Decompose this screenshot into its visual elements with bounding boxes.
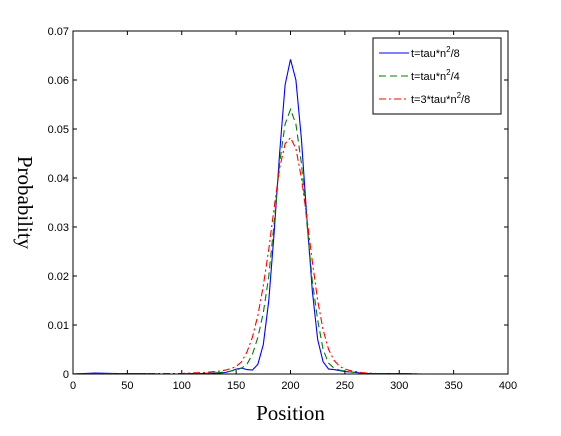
- x-tick-label: 50: [121, 380, 133, 392]
- x-tick-label: 0: [70, 380, 76, 392]
- y-tick-label: 0.05: [48, 124, 69, 136]
- y-tick-label: 0.02: [48, 271, 69, 283]
- y-tick-label: 0: [63, 369, 69, 381]
- y-tick-label: 0.06: [48, 75, 69, 87]
- y-axis-label: Probability: [13, 156, 37, 250]
- x-tick-label: 200: [281, 380, 299, 392]
- legend-label-1: t=tau*n2/8: [411, 45, 460, 60]
- series-line-2: [72, 107, 508, 375]
- y-tick-label: 0.03: [48, 222, 69, 234]
- x-axis-label: Position: [256, 401, 325, 425]
- legend: t=tau*n2/8 t=tau*n2/4 t=3*tau*n2/8: [372, 37, 502, 115]
- x-tick-label: 100: [173, 380, 191, 392]
- y-tick-label: 0.04: [48, 173, 69, 185]
- x-tick-label: 350: [444, 380, 462, 392]
- axis-ticks: 0 50 100 150 200 250 300 350 400 0 0.01 0.02 0.03 0.0…: [48, 26, 518, 392]
- series-line-3: [72, 136, 508, 375]
- plot-area: [72, 30, 509, 375]
- x-tick-label: 300: [390, 380, 408, 392]
- x-tick-label: 250: [336, 380, 354, 392]
- legend-label-3: t=3*tau*n2/8: [411, 91, 470, 106]
- x-tick-label: 400: [499, 380, 517, 392]
- y-tick-label: 0.01: [48, 320, 69, 332]
- legend-label-2: t=tau*n2/4: [411, 68, 460, 83]
- y-tick-label: 0.07: [48, 26, 69, 38]
- x-tick-label: 150: [227, 380, 245, 392]
